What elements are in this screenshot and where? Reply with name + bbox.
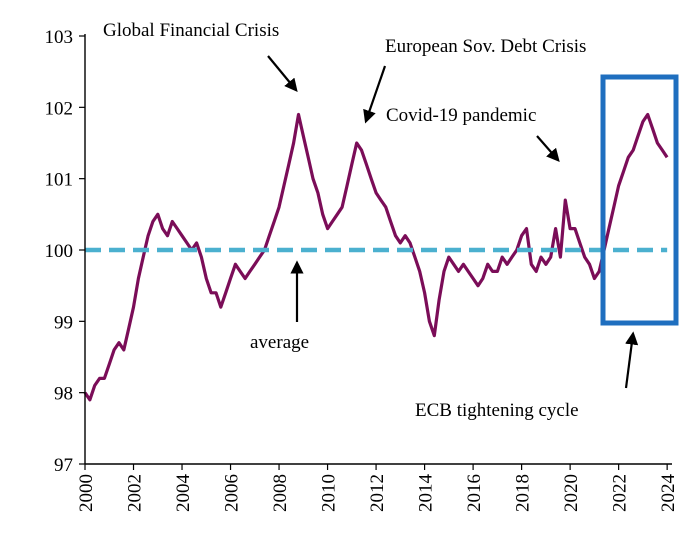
annotation-ecb-tightening-cycle: ECB tightening cycle	[415, 400, 579, 421]
ecb-highlight-box	[600, 74, 679, 326]
annotation-global-financial-crisis: Global Financial Crisis	[103, 20, 279, 41]
y-tick-label: 99	[54, 312, 73, 333]
axes-layer: 97 98 99 100 101 102 103 2000 2002 2004 2006 2008 20…	[45, 27, 680, 512]
y-tick-label: 100	[45, 241, 74, 262]
arrow-european-sov-debt-crisis	[363, 65, 387, 124]
annotation-european-sov-debt-crisis: European Sov. Debt Crisis	[385, 36, 586, 57]
annotation-covid-19-pandemic: Covid-19 pandemic	[386, 105, 536, 126]
x-tick-label: 2020	[561, 474, 582, 512]
y-tick-label: 103	[45, 27, 74, 48]
x-tick-label: 2006	[222, 474, 243, 512]
x-tick-label: 2010	[319, 474, 340, 512]
x-tick-label: 2022	[610, 474, 631, 512]
y-tick-label: 97	[54, 455, 73, 476]
x-tick-label: 2008	[270, 474, 291, 512]
arrow-covid-19-pandemic	[536, 135, 560, 162]
x-tick-label: 2000	[76, 474, 97, 512]
x-tick-label: 2024	[658, 474, 679, 513]
arrow-global-financial-crisis	[267, 55, 298, 93]
series-line	[83, 112, 669, 402]
annotation-layer: Global Financial Crisis European Sov. De…	[103, 20, 679, 421]
y-tick-label: 101	[45, 170, 74, 191]
x-tick-label: 2018	[513, 474, 534, 512]
arrow-ecb-tightening	[624, 331, 639, 389]
x-tick-label: 2004	[173, 474, 194, 513]
x-tick-label: 2016	[464, 474, 485, 512]
x-tick-label: 2012	[367, 474, 388, 512]
x-tick-label: 2002	[125, 474, 146, 512]
series-layer	[83, 112, 669, 402]
x-tick-label: 2014	[416, 474, 437, 513]
y-tick-label: 102	[45, 98, 74, 119]
annotation-average: average	[250, 332, 309, 353]
y-tick-label: 98	[54, 384, 73, 405]
